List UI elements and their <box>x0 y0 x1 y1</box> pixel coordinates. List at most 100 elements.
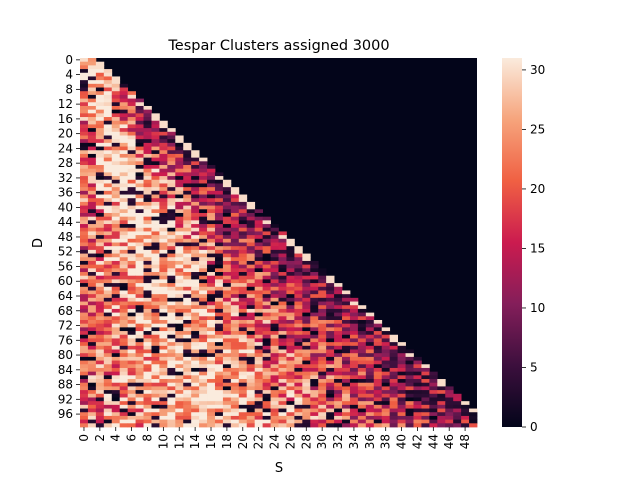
heatmap-cell <box>310 360 319 365</box>
heatmap-cell <box>310 367 319 373</box>
heatmap-cell <box>294 386 303 391</box>
heatmap-cell <box>286 290 295 295</box>
heatmap-cell <box>127 268 136 273</box>
heatmap-cell <box>135 128 144 133</box>
heatmap-cell <box>214 353 224 358</box>
heatmap-cell <box>135 249 144 254</box>
heatmap-cell <box>342 408 351 413</box>
heatmap-cell <box>135 375 144 380</box>
heatmap-cell <box>95 319 105 325</box>
heatmap-cell <box>278 312 287 317</box>
heatmap-cell <box>159 231 168 236</box>
heatmap-cell <box>373 323 383 328</box>
heatmap-cell <box>278 356 287 361</box>
heatmap-cell <box>207 176 216 181</box>
heatmap-cell <box>151 157 160 162</box>
heatmap-cell <box>238 205 248 210</box>
heatmap-cell <box>127 220 136 225</box>
heatmap-cell <box>349 319 359 325</box>
heatmap-cell <box>294 301 303 306</box>
heatmap-cell <box>429 375 438 380</box>
heatmap-cell <box>214 415 224 421</box>
heatmap-cell <box>302 386 311 391</box>
heatmap-cell <box>429 390 438 395</box>
heatmap-cell <box>103 246 113 251</box>
heatmap-cell <box>365 390 375 395</box>
heatmap-cell <box>151 286 160 291</box>
heatmap-cell <box>318 286 327 291</box>
heatmap-cell <box>349 382 359 387</box>
heatmap-cell <box>111 371 121 376</box>
heatmap-cell <box>111 76 121 81</box>
heatmap-cell <box>103 87 113 92</box>
heatmap-cell <box>199 168 208 173</box>
heatmap-cell <box>262 390 271 395</box>
heatmap-cell <box>119 397 129 402</box>
heatmap-cell <box>230 187 240 192</box>
heatmap-cell <box>246 238 256 243</box>
heatmap-cell <box>326 390 335 395</box>
heatmap-cell <box>286 345 295 350</box>
heatmap-cell <box>167 331 176 336</box>
x-tick-label: 26 <box>283 434 297 449</box>
heatmap-cell <box>349 353 359 358</box>
heatmap-cell <box>254 290 264 295</box>
heatmap-cell <box>111 242 121 247</box>
heatmap-cell <box>119 294 129 299</box>
heatmap-cell <box>405 419 414 424</box>
heatmap-cell <box>80 257 89 262</box>
heatmap-cell <box>286 283 295 288</box>
heatmap-cell <box>310 397 319 402</box>
heatmap-cell <box>349 375 359 380</box>
heatmap-cell <box>334 349 343 354</box>
heatmap-cell <box>111 316 121 321</box>
heatmap-cell <box>175 272 184 277</box>
heatmap-cell <box>95 183 105 188</box>
heatmap-cells <box>80 58 478 428</box>
heatmap-cell <box>87 349 97 354</box>
heatmap-cell <box>318 360 327 365</box>
heatmap-cell <box>103 212 113 218</box>
heatmap-cell <box>334 331 343 336</box>
heatmap-cell <box>334 375 343 380</box>
heatmap-cell <box>262 375 271 380</box>
heatmap-cell <box>429 371 438 376</box>
heatmap-cell <box>254 224 264 229</box>
heatmap-cell <box>326 397 335 402</box>
heatmap-cell <box>421 382 430 387</box>
heatmap-cell <box>103 172 113 177</box>
heatmap-cell <box>222 390 232 395</box>
heatmap-cell <box>318 379 327 384</box>
heatmap-cell <box>183 283 192 288</box>
heatmap-cell <box>199 231 208 236</box>
heatmap-cell <box>135 135 144 140</box>
heatmap-cell <box>453 393 462 398</box>
heatmap-cell <box>119 257 129 262</box>
heatmap-cell <box>80 305 89 310</box>
heatmap-cell <box>135 238 144 243</box>
heatmap-cell <box>167 268 176 273</box>
heatmap-cell <box>119 146 129 151</box>
heatmap-cell <box>135 150 144 155</box>
heatmap-cell <box>199 375 208 380</box>
heatmap-cell <box>175 423 184 428</box>
heatmap-cell <box>199 364 208 369</box>
heatmap-cell <box>310 375 319 380</box>
heatmap-cell <box>183 408 192 413</box>
heatmap-cell <box>87 334 97 339</box>
heatmap-cell <box>111 153 121 159</box>
heatmap-cell <box>167 364 176 369</box>
heatmap-cell <box>95 238 105 243</box>
heatmap-cell <box>397 360 406 365</box>
heatmap-cell <box>183 327 192 332</box>
heatmap-cell <box>254 404 264 409</box>
heatmap-cell <box>95 198 105 203</box>
heatmap-cell <box>381 390 391 395</box>
heatmap-cell <box>302 423 311 428</box>
heatmap-cell <box>214 220 224 225</box>
heatmap-cell <box>151 305 160 310</box>
heatmap-cell <box>183 393 192 398</box>
heatmap-cell <box>143 161 152 166</box>
heatmap-cell <box>302 353 311 358</box>
heatmap-cell <box>135 423 144 428</box>
